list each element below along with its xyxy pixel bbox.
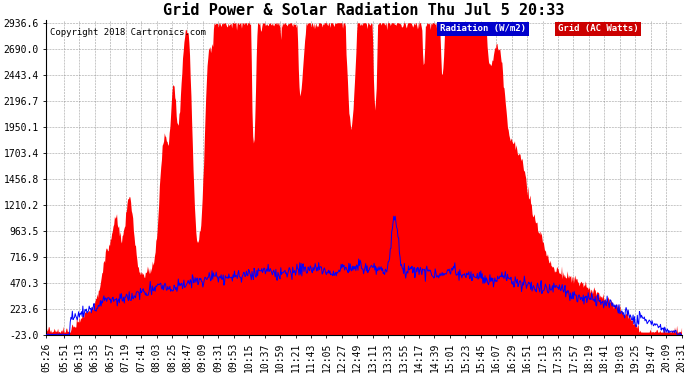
Text: Grid (AC Watts): Grid (AC Watts) (558, 24, 638, 33)
Text: Copyright 2018 Cartronics.com: Copyright 2018 Cartronics.com (50, 27, 206, 36)
Title: Grid Power & Solar Radiation Thu Jul 5 20:33: Grid Power & Solar Radiation Thu Jul 5 2… (164, 3, 564, 18)
Text: Radiation (W/m2): Radiation (W/m2) (440, 24, 526, 33)
